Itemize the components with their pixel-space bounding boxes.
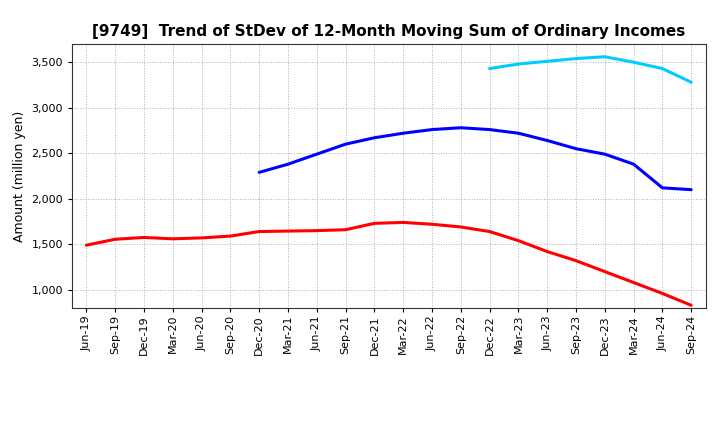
3 Years [82,242,91,248]
5 Years [255,170,264,175]
5 Years [399,131,408,136]
5 Years [456,125,465,130]
7 Years [572,56,580,61]
3 Years [399,220,408,225]
5 Years [514,131,523,136]
3 Years [140,235,148,240]
5 Years [600,151,609,157]
5 Years [658,185,667,191]
Line: 5 Years: 5 Years [259,128,691,190]
5 Years [312,151,321,157]
7 Years [629,59,638,65]
3 Years [255,229,264,234]
3 Years [543,249,552,254]
5 Years [629,161,638,167]
3 Years [312,228,321,233]
3 Years [197,235,206,241]
Line: 7 Years: 7 Years [490,57,691,82]
5 Years [428,127,436,132]
7 Years [485,66,494,71]
3 Years [600,269,609,274]
7 Years [514,62,523,67]
5 Years [370,135,379,140]
5 Years [485,127,494,132]
3 Years [226,234,235,239]
3 Years [572,258,580,263]
Title: [9749]  Trend of StDev of 12-Month Moving Sum of Ordinary Incomes: [9749] Trend of StDev of 12-Month Moving… [92,24,685,39]
5 Years [341,142,350,147]
Line: 3 Years: 3 Years [86,223,691,305]
3 Years [428,222,436,227]
3 Years [284,228,292,234]
5 Years [687,187,696,192]
7 Years [600,54,609,59]
5 Years [284,161,292,167]
7 Years [543,59,552,64]
5 Years [572,146,580,151]
Y-axis label: Amount (million yen): Amount (million yen) [13,110,26,242]
3 Years [485,229,494,234]
3 Years [370,221,379,226]
3 Years [341,227,350,232]
3 Years [111,237,120,242]
3 Years [514,238,523,243]
7 Years [687,80,696,85]
5 Years [543,138,552,143]
3 Years [629,280,638,285]
3 Years [456,224,465,230]
3 Years [658,291,667,296]
3 Years [168,236,177,242]
3 Years [687,303,696,308]
7 Years [658,66,667,71]
